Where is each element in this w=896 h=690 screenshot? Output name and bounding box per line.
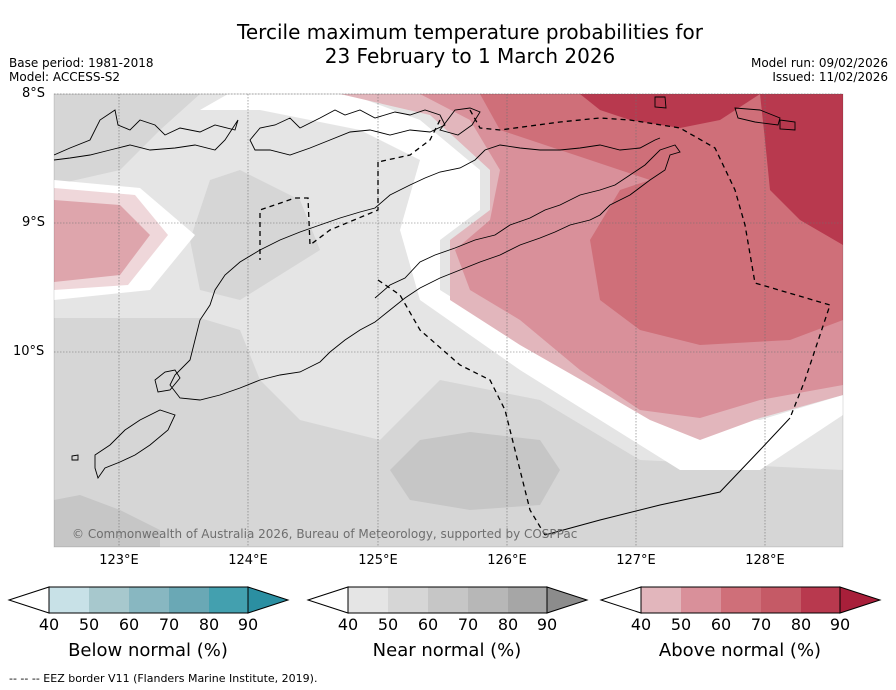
atauro-coastline xyxy=(439,107,481,136)
below-tick-70: 70 xyxy=(158,615,180,634)
base-period: Base period: 1981-2018 xyxy=(9,56,154,70)
above-normal-60 xyxy=(480,94,843,345)
colorbar-near-swatch-50 xyxy=(388,587,428,613)
timor-coastline xyxy=(169,137,681,401)
near-tick-70: 70 xyxy=(457,615,479,634)
near-normal-50-centre xyxy=(190,170,320,300)
alor-pantar-coastline xyxy=(249,109,446,156)
near-normal-60-southwest xyxy=(54,495,160,547)
colorbar-near-low-extension xyxy=(306,586,349,614)
eez-border-north xyxy=(377,119,441,163)
lon-label-126e: 126°E xyxy=(487,553,527,568)
above-normal-40-west xyxy=(54,188,168,290)
colorbar-below-swatch-70 xyxy=(169,587,209,613)
colorbar-below-swatch-60 xyxy=(129,587,169,613)
coastlines xyxy=(54,96,796,480)
below-tick-90: 90 xyxy=(237,615,259,634)
below-tick-50: 50 xyxy=(78,615,100,634)
colorbar-above-frame xyxy=(640,586,841,614)
lon-label-123e: 123°E xyxy=(99,553,139,568)
near-normal-50-northwest xyxy=(54,94,200,185)
maritime-boundary xyxy=(544,417,791,536)
title-line-1: Tercile maximum temperature probabilitie… xyxy=(237,20,703,44)
wetar-islet-coastline xyxy=(654,96,667,109)
colorbar-below xyxy=(7,586,290,614)
colorbar-near-frame xyxy=(347,586,548,614)
lat-label-8s: 8°S xyxy=(22,86,46,101)
map-title: Tercile maximum temperature probabilitie… xyxy=(0,20,896,68)
probability-field xyxy=(54,94,843,547)
above-tick-40: 40 xyxy=(630,615,652,634)
colorbar-below-swatch-50 xyxy=(89,587,129,613)
near-tick-90: 90 xyxy=(536,615,558,634)
colorbar-above-swatch-40 xyxy=(641,587,681,613)
colorbar-below-high-extension xyxy=(247,586,290,614)
flores-coastline xyxy=(54,109,239,161)
lat-label-10s: 10°S xyxy=(13,344,45,359)
above-tick-50: 50 xyxy=(670,615,692,634)
semau-coastline xyxy=(154,369,181,393)
below-tick-40: 40 xyxy=(38,615,60,634)
lon-label-128e: 128°E xyxy=(745,553,785,568)
colorbar-above-swatch-60 xyxy=(721,587,761,613)
below-tick-60: 60 xyxy=(118,615,140,634)
colorbar-above-high-extension xyxy=(839,586,882,614)
colorbar-below-swatch-80 xyxy=(209,587,248,613)
metadata-right: Model run: 09/02/2026 Issued: 11/02/2026 xyxy=(751,56,888,84)
colorbar-below-low-extension xyxy=(7,586,50,614)
colorbar-near-swatch-70 xyxy=(468,587,508,613)
above-normal-80-north xyxy=(580,94,760,128)
metadata-left: Base period: 1981-2018 Model: ACCESS-S2 xyxy=(9,56,154,84)
near-normal-60-south xyxy=(390,432,560,510)
above-tick-90: 90 xyxy=(829,615,851,634)
above-normal-title: Above normal (%) xyxy=(658,640,822,661)
issued-date: Issued: 11/02/2026 xyxy=(772,70,888,84)
below-normal-title: Below normal (%) xyxy=(68,640,228,661)
colorbar-above-swatch-70 xyxy=(761,587,801,613)
above-normal-80-east xyxy=(760,94,843,245)
below-tick-80: 80 xyxy=(198,615,220,634)
colorbar-below-frame xyxy=(48,586,249,614)
above-tick-80: 80 xyxy=(790,615,812,634)
east-island-coastline xyxy=(734,107,781,126)
colorbar-below-swatch-40 xyxy=(49,587,89,613)
eez-border-west xyxy=(259,162,379,260)
no-signal-band xyxy=(200,94,843,470)
colorbar-near-swatch-60 xyxy=(428,587,468,613)
colorbar-above-low-extension xyxy=(599,586,642,614)
eez-borders xyxy=(259,109,831,536)
rote-coastline xyxy=(94,409,176,480)
above-tick-60: 60 xyxy=(710,615,732,634)
near-tick-60: 60 xyxy=(417,615,439,634)
eez-footnote: -- -- -- EEZ border V11 (Flanders Marine… xyxy=(9,672,318,685)
colorbar-near-swatch-80 xyxy=(508,587,547,613)
above-tick-70: 70 xyxy=(750,615,772,634)
lon-label-125e: 125°E xyxy=(358,553,398,568)
near-tick-40: 40 xyxy=(337,615,359,634)
colorbar-above xyxy=(599,586,882,614)
near-tick-50: 50 xyxy=(377,615,399,634)
colorbar-above-swatch-80 xyxy=(801,587,840,613)
lon-label-127e: 127°E xyxy=(616,553,656,568)
near-normal-title: Near normal (%) xyxy=(372,640,522,661)
ndao-coastline xyxy=(71,454,79,461)
eez-border-south xyxy=(377,279,546,536)
model-run: Model run: 09/02/2026 xyxy=(750,56,888,70)
lat-label-9s: 9°S xyxy=(22,215,46,230)
model-name: Model: ACCESS-S2 xyxy=(9,70,121,84)
near-tick-80: 80 xyxy=(497,615,519,634)
lon-label-124e: 124°E xyxy=(228,553,268,568)
eez-border-east xyxy=(469,109,831,419)
colorbar-near xyxy=(306,586,589,614)
graticule xyxy=(54,93,843,547)
colorbar-above-swatch-50 xyxy=(681,587,721,613)
near-normal-50-south xyxy=(54,318,843,547)
colorbar-near-swatch-40 xyxy=(348,587,388,613)
title-line-2: 23 February to 1 March 2026 xyxy=(324,44,616,68)
map-frame xyxy=(53,93,844,548)
east-islet-coastline xyxy=(779,119,796,131)
copyright-notice: © Commonwealth of Australia 2026, Bureau… xyxy=(72,527,578,541)
colorbar-near-high-extension xyxy=(546,586,589,614)
